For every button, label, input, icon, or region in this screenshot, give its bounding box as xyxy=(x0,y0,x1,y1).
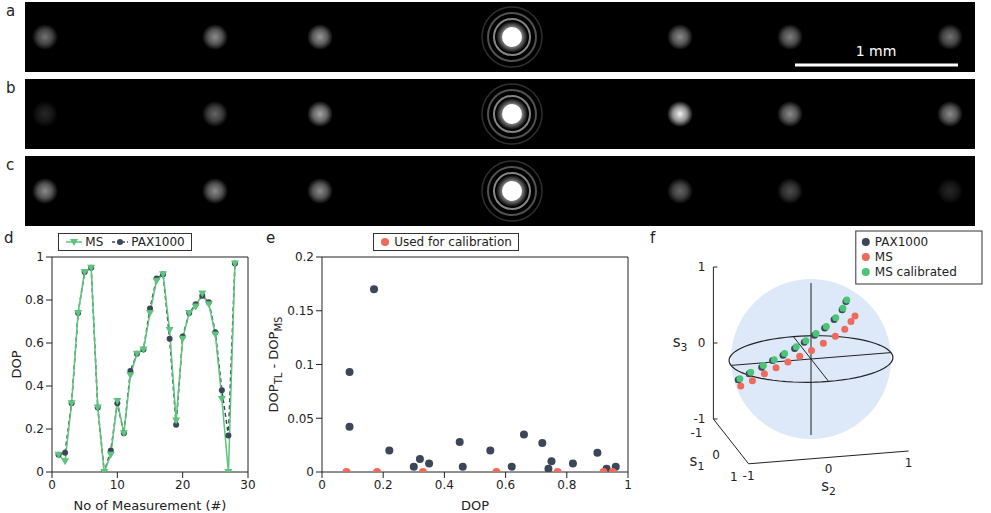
svg-text:1: 1 xyxy=(624,478,632,492)
svg-text:30: 30 xyxy=(240,478,255,492)
svg-text:PAX1000: PAX1000 xyxy=(875,235,928,249)
svg-text:0.8: 0.8 xyxy=(557,478,576,492)
svg-text:0: 0 xyxy=(48,478,56,492)
svg-text:0: 0 xyxy=(318,478,326,492)
svg-text:0.6: 0.6 xyxy=(25,336,44,350)
html-text:e: e xyxy=(266,229,276,247)
svg-text:1: 1 xyxy=(905,456,913,470)
svg-text:0.1: 0.1 xyxy=(295,358,314,372)
svg-text:DOP: DOP xyxy=(461,498,489,512)
svg-text:MS calibrated: MS calibrated xyxy=(875,265,957,279)
svg-text:0.6: 0.6 xyxy=(496,478,515,492)
svg-text:0.2: 0.2 xyxy=(25,422,44,436)
svg-text:-1: -1 xyxy=(690,426,702,440)
svg-text:0: 0 xyxy=(36,465,44,479)
svg-text:20: 20 xyxy=(175,478,190,492)
svg-text:0.8: 0.8 xyxy=(25,293,44,307)
svg-text:s1: s1 xyxy=(690,452,705,473)
html-text:d: d xyxy=(4,229,14,247)
svg-text:1: 1 xyxy=(730,470,738,484)
svg-text:-1: -1 xyxy=(743,469,755,483)
svg-text:0.2: 0.2 xyxy=(295,250,314,264)
svg-text:s2: s2 xyxy=(821,477,836,498)
svg-text:1: 1 xyxy=(36,250,44,264)
svg-text:1 mm: 1 mm xyxy=(856,43,897,59)
svg-text:s3: s3 xyxy=(673,333,688,354)
svg-text:0: 0 xyxy=(712,448,720,462)
html-text:f: f xyxy=(650,229,656,247)
svg-text:0.4: 0.4 xyxy=(435,478,454,492)
svg-text:No of Measurement (#): No of Measurement (#) xyxy=(74,498,227,512)
svg-text:0: 0 xyxy=(825,462,833,476)
svg-text:DOP: DOP xyxy=(9,350,24,378)
svg-text:0.05: 0.05 xyxy=(287,412,314,426)
html-text:c: c xyxy=(6,156,15,174)
html-text:b: b xyxy=(6,79,16,97)
svg-text:0.15: 0.15 xyxy=(287,304,314,318)
svg-text:0.2: 0.2 xyxy=(374,478,393,492)
svg-text:10: 10 xyxy=(110,478,125,492)
svg-text:-1: -1 xyxy=(693,412,705,426)
svg-text:0.4: 0.4 xyxy=(25,379,44,393)
svg-text:0: 0 xyxy=(698,336,706,350)
html-text:Used for calibration: Used for calibration xyxy=(394,235,512,249)
html-text:a: a xyxy=(6,2,16,20)
svg-text:MS: MS xyxy=(875,250,893,264)
svg-text:DOPTL - DOPMS: DOPTL - DOPMS xyxy=(266,317,284,413)
svg-text:0: 0 xyxy=(306,465,314,479)
html-text:MS: MS xyxy=(85,235,104,249)
html-text:PAX1000: PAX1000 xyxy=(131,235,185,249)
svg-text:1: 1 xyxy=(698,260,706,274)
